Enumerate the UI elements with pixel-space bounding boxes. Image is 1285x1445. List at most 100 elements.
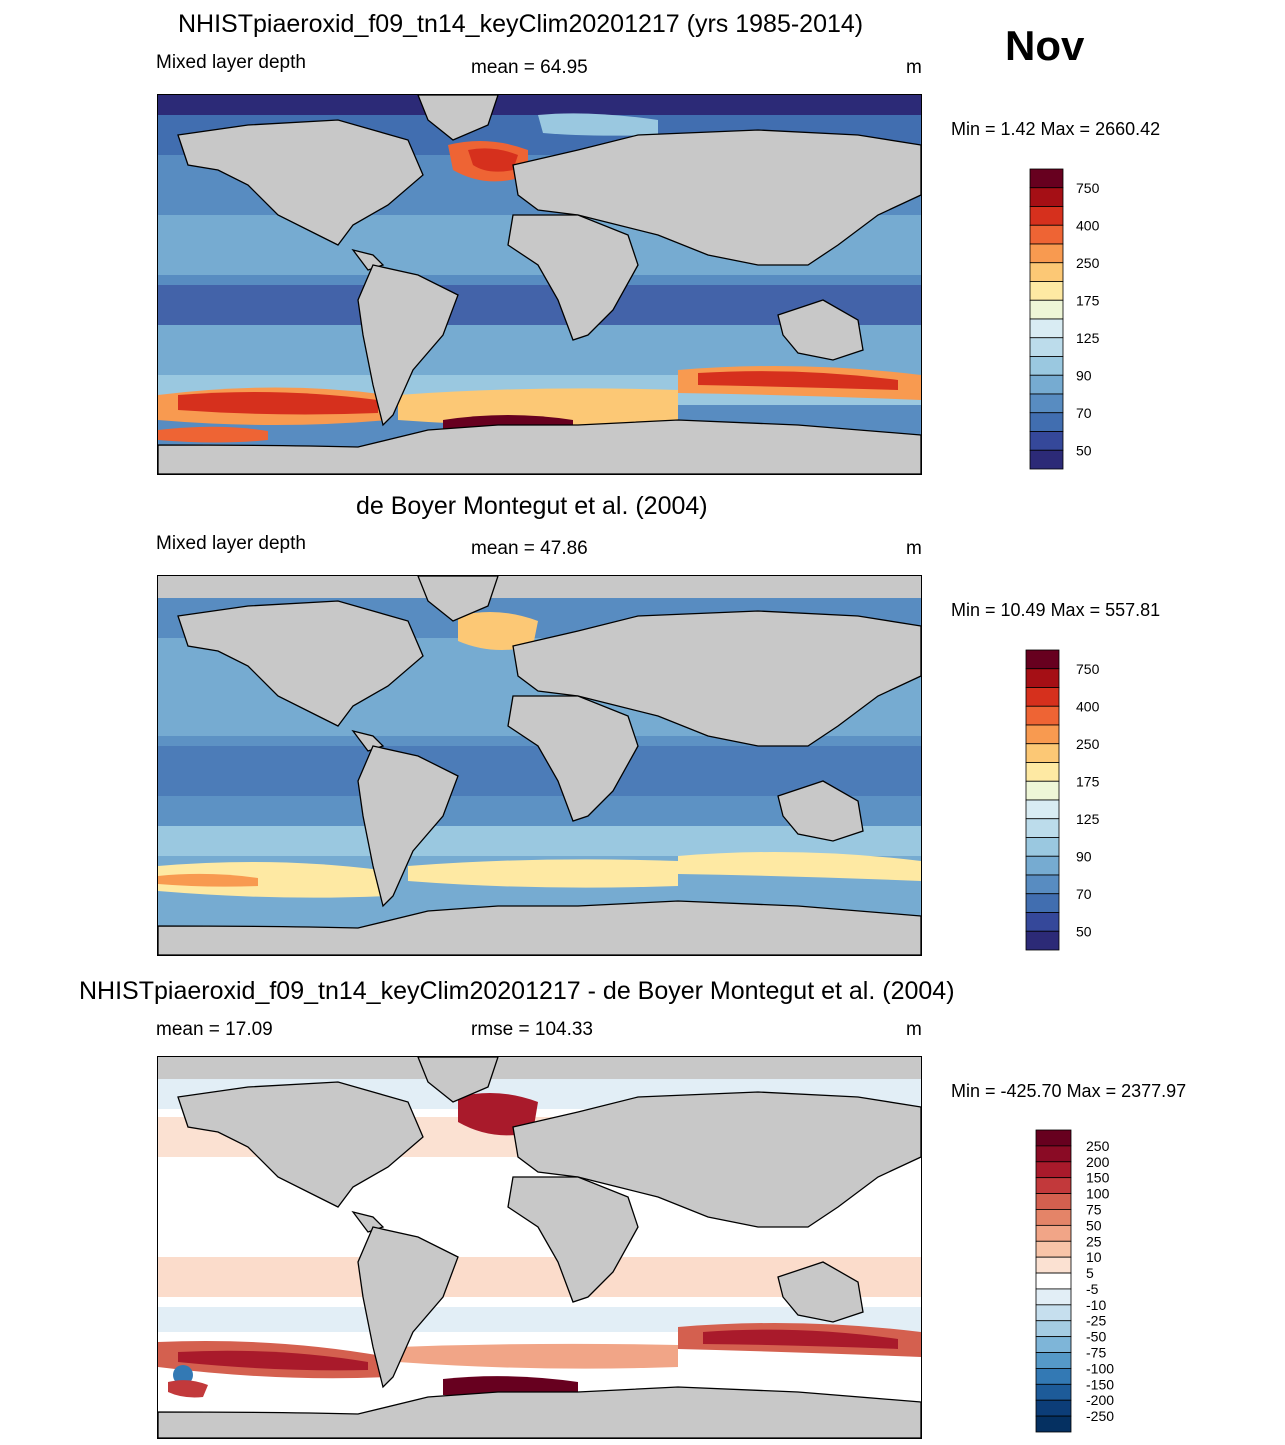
colorbar-tick-label: -150	[1086, 1376, 1114, 1392]
colorbar-swatch	[1035, 1240, 1072, 1258]
colorbar-swatch	[1029, 262, 1064, 282]
panel2-units: m	[906, 538, 922, 559]
colorbar-swatch	[1035, 1161, 1072, 1179]
colorbar-tick-label: -10	[1086, 1297, 1106, 1313]
colorbar-tick-label: 10	[1086, 1249, 1102, 1265]
colorbar-swatch	[1029, 431, 1064, 451]
colorbar-swatch	[1035, 1193, 1072, 1210]
colorbar-swatch	[1025, 912, 1060, 932]
colorbar-swatch	[1035, 1304, 1072, 1322]
colorbar-swatch	[1035, 1177, 1072, 1194]
colorbar-tick-label: 90	[1076, 367, 1092, 383]
colorbar-swatch	[1035, 1320, 1072, 1338]
panel1-minmax: Min = 1.42 Max = 2660.42	[951, 119, 1161, 139]
panel1-colorbar: 7504002501751259070503010	[1029, 168, 1100, 533]
panel3-units: m	[906, 1019, 922, 1040]
colorbar-tick-label: -25	[1086, 1313, 1106, 1329]
colorbar-tick-label: 75	[1086, 1201, 1102, 1217]
colorbar-swatch	[1035, 1415, 1072, 1433]
panel2-colorbar: 7504002501751259070503010	[1025, 649, 1100, 1014]
colorbar-swatch	[1029, 374, 1064, 395]
panel3-colorbar: 250 200 150 100 75 50 25 10 5 -5 -10 -25 -50 -75 -100-…	[1035, 1129, 1125, 1438]
colorbar-tick-label: 175	[1076, 292, 1099, 308]
colorbar-swatch	[1035, 1272, 1072, 1290]
panel1-left-label: Mixed layer depth	[156, 52, 306, 73]
panel3-minmax: Min = -425.70 Max = 2377.97	[951, 1081, 1187, 1101]
panel2-title: de Boyer Montegut et al. (2004)	[356, 492, 708, 520]
colorbar-swatch	[1025, 874, 1060, 895]
colorbar-swatch	[1035, 1129, 1072, 1147]
colorbar-swatch	[1035, 1399, 1072, 1417]
colorbar-swatch	[1025, 649, 1060, 670]
colorbar-swatch	[1025, 837, 1060, 857]
colorbar-swatch	[1029, 393, 1064, 414]
colorbar-tick-label: -5	[1086, 1281, 1099, 1297]
panel1-units: m	[906, 57, 922, 78]
colorbar-tick-label: 5	[1086, 1265, 1094, 1281]
colorbar-tick-label: 250	[1076, 255, 1099, 271]
colorbar-swatch	[1035, 1288, 1072, 1306]
colorbar-swatch	[1035, 1368, 1072, 1385]
panel3-title: NHISTpiaeroxid_f09_tn14_keyClim20201217 …	[79, 977, 955, 1005]
colorbar-tick-label: 50	[1086, 1217, 1102, 1233]
colorbar-tick-label: 25	[1086, 1233, 1102, 1249]
colorbar-swatch	[1035, 1209, 1072, 1226]
panel2-map	[157, 575, 922, 956]
month-label: Nov	[1005, 22, 1085, 69]
panel1-map	[157, 94, 922, 475]
colorbar-tick-label: 250	[1086, 1138, 1110, 1154]
colorbar-tick-label: 400	[1076, 217, 1099, 233]
colorbar-swatch	[1025, 687, 1060, 707]
colorbar-swatch	[1025, 799, 1060, 820]
colorbar-swatch	[1025, 818, 1060, 838]
colorbar-swatch	[1035, 1256, 1072, 1274]
colorbar-swatch	[1035, 1352, 1072, 1369]
colorbar-swatch	[1029, 281, 1064, 301]
panel3-rmse: rmse = 104.33	[471, 1019, 593, 1040]
colorbar-swatch	[1029, 206, 1064, 226]
colorbar-tick-label: -200	[1086, 1392, 1114, 1408]
panel1-title: NHISTpiaeroxid_f09_tn14_keyClim20201217 …	[178, 10, 864, 38]
colorbar-swatch	[1025, 743, 1060, 763]
colorbar-swatch	[1025, 780, 1060, 801]
colorbar-tick-label: 750	[1076, 180, 1099, 196]
colorbar-swatch	[1025, 762, 1060, 782]
colorbar-swatch	[1029, 243, 1064, 264]
panel2-left-label: Mixed layer depth	[156, 533, 306, 554]
colorbar-swatch	[1035, 1383, 1072, 1401]
colorbar-swatch	[1025, 855, 1060, 876]
colorbar-swatch	[1029, 356, 1064, 376]
panel3-map	[157, 1056, 922, 1439]
colorbar-swatch	[1029, 337, 1064, 357]
colorbar-tick-label: 400	[1076, 698, 1099, 714]
panel3-mean: mean = 17.09	[156, 1019, 273, 1040]
colorbar-tick-label: 100	[1086, 1186, 1110, 1202]
colorbar-tick-label: -250	[1086, 1408, 1114, 1424]
colorbar-tick-label: 50	[1076, 923, 1092, 939]
colorbar-tick-label: 175	[1076, 773, 1099, 789]
colorbar-swatch	[1025, 930, 1060, 951]
colorbar-tick-label: 150	[1086, 1170, 1110, 1186]
colorbar-swatch	[1035, 1336, 1072, 1353]
panel2-minmax: Min = 10.49 Max = 557.81	[951, 600, 1161, 620]
colorbar-tick-label: 250	[1076, 736, 1099, 752]
colorbar-swatch	[1029, 187, 1064, 207]
colorbar-swatch	[1035, 1145, 1072, 1163]
colorbar-swatch	[1025, 668, 1060, 688]
colorbar-tick-label: 750	[1076, 661, 1099, 677]
colorbar-tick-label: 90	[1076, 848, 1092, 864]
colorbar-swatch	[1029, 224, 1064, 245]
colorbar-swatch	[1029, 412, 1064, 432]
colorbar-tick-label: 70	[1076, 405, 1092, 421]
colorbar-tick-label: 50	[1076, 442, 1092, 458]
colorbar-swatch	[1029, 449, 1064, 470]
colorbar-tick-label: -75	[1086, 1345, 1106, 1361]
colorbar-tick-label: -100	[1086, 1360, 1114, 1376]
colorbar-tick-label: -50	[1086, 1329, 1106, 1345]
colorbar-tick-label: 125	[1076, 811, 1099, 827]
colorbar-swatch	[1035, 1224, 1072, 1242]
colorbar-swatch	[1029, 318, 1064, 339]
panel2-mean: mean = 47.86	[471, 538, 588, 559]
colorbar-tick-label: 70	[1076, 886, 1092, 902]
colorbar-swatch	[1025, 724, 1060, 745]
